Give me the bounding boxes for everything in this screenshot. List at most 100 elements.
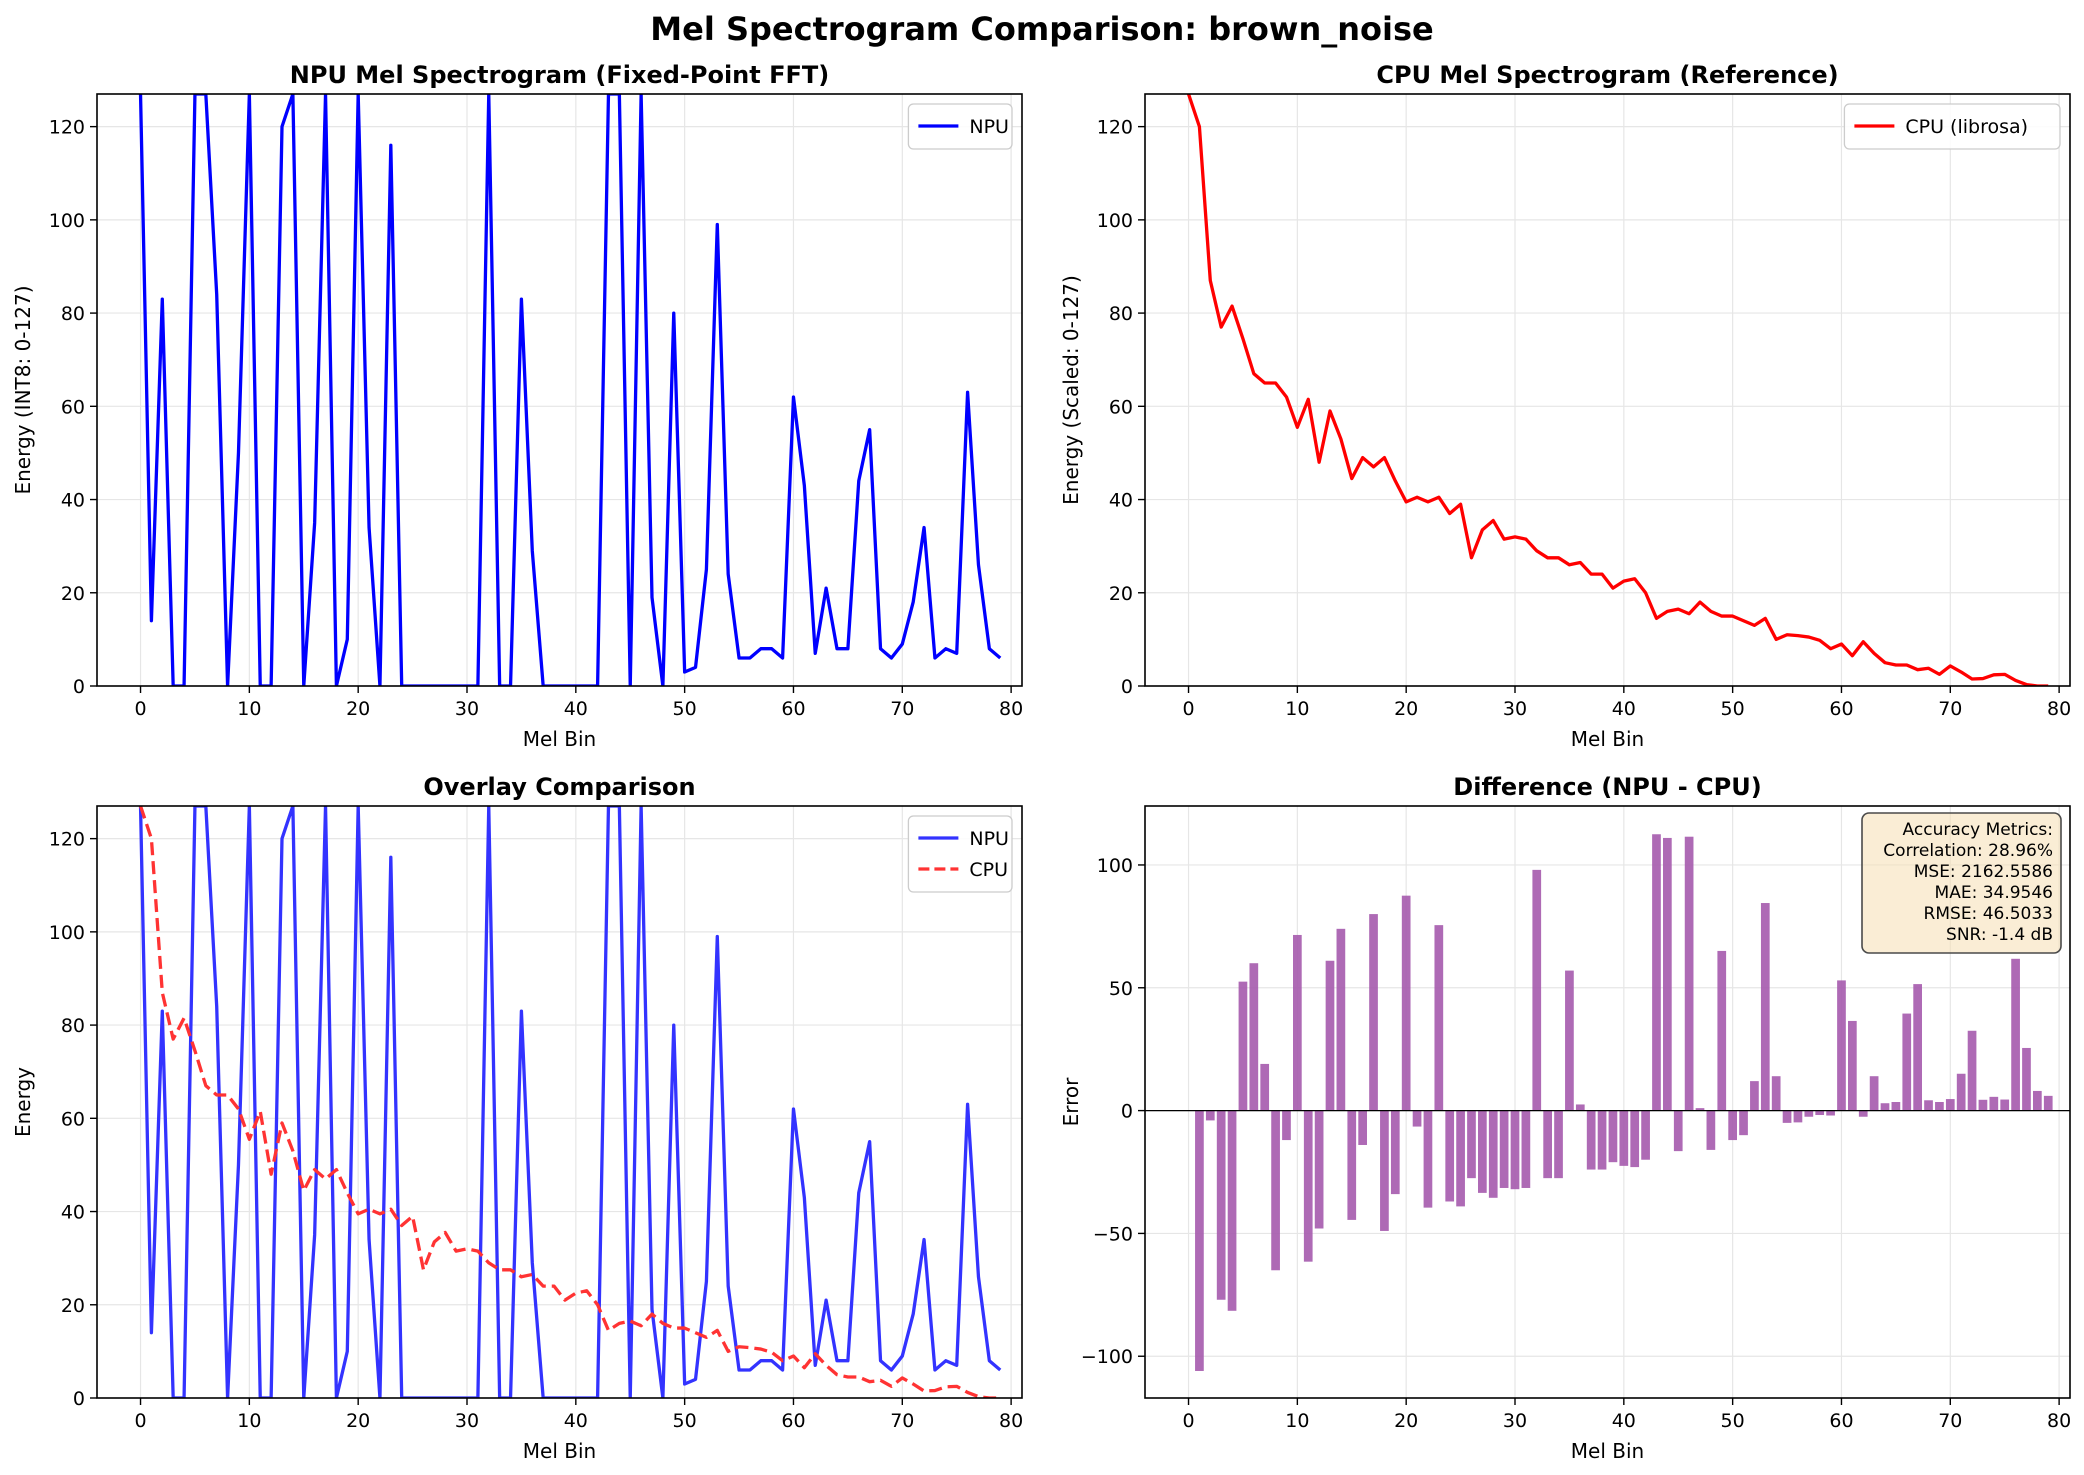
y-tick-label: 120 bbox=[49, 829, 85, 851]
legend-label: NPU bbox=[969, 116, 1009, 138]
metric-line: Accuracy Metrics: bbox=[1903, 820, 2053, 840]
metric-line: SNR: -1.4 dB bbox=[1946, 925, 2053, 945]
diff-bar bbox=[1663, 837, 1672, 1111]
diff-bar bbox=[1815, 1110, 1825, 1116]
x-tick-label: 70 bbox=[1938, 1410, 1962, 1432]
diff-bar bbox=[1673, 1110, 1683, 1152]
y-tick-label: 0 bbox=[73, 676, 85, 698]
diff-bar bbox=[1488, 1110, 1498, 1198]
diff-bar bbox=[1282, 1110, 1291, 1141]
plot-area bbox=[1145, 834, 2070, 1371]
diff-bar bbox=[1478, 1110, 1487, 1193]
diff-bar bbox=[1456, 1110, 1465, 1207]
diff-bar bbox=[1554, 1110, 1563, 1179]
diff-bar bbox=[1238, 981, 1248, 1111]
metric-line: Correlation: 28.96% bbox=[1883, 841, 2053, 861]
x-tick-label: 10 bbox=[237, 1410, 261, 1432]
diff-bar bbox=[1837, 980, 1846, 1111]
y-tick-label: 40 bbox=[61, 1202, 85, 1224]
legend: NPU CPU bbox=[907, 815, 1013, 893]
diff-bar bbox=[1412, 1110, 1422, 1127]
legend: CPU (librosa) bbox=[1843, 103, 2061, 150]
diff-bar bbox=[1706, 1110, 1716, 1150]
legend-label: CPU (librosa) bbox=[1905, 116, 2028, 138]
diff-bar bbox=[1880, 1103, 1890, 1111]
diff-bar bbox=[1597, 1110, 1607, 1170]
y-tick-label: 40 bbox=[61, 490, 85, 512]
legend-box bbox=[907, 815, 1013, 893]
diff-bar bbox=[1521, 1110, 1531, 1188]
diff-bar bbox=[1956, 1073, 1966, 1111]
y-tick-label: 120 bbox=[49, 117, 85, 139]
x-tick-label: 30 bbox=[455, 1410, 479, 1432]
y-tick-label: 80 bbox=[61, 303, 85, 325]
x-tick-label: 60 bbox=[1829, 1410, 1853, 1432]
diff-bar bbox=[1195, 1110, 1204, 1371]
legend-label: NPU bbox=[969, 828, 1009, 850]
x-tick-label: 10 bbox=[1285, 698, 1309, 720]
legend-box bbox=[1843, 103, 2061, 150]
diff-bar bbox=[1793, 1110, 1803, 1123]
diff-bar bbox=[1532, 869, 1542, 1111]
x-tick-label: 60 bbox=[781, 1410, 805, 1432]
series-line-npu bbox=[138, 94, 1002, 686]
panel-title: NPU Mel Spectrogram (Fixed-Point FFT) bbox=[290, 61, 829, 89]
y-tick-label: 100 bbox=[49, 922, 85, 944]
y-tick-label: 60 bbox=[61, 1108, 85, 1130]
y-axis-label: Error bbox=[1059, 1077, 1083, 1127]
diff-bar bbox=[2043, 1095, 2053, 1111]
y-axis-label: Energy (INT8: 0-127) bbox=[11, 286, 35, 495]
metric-line: MSE: 2162.5586 bbox=[1914, 862, 2053, 882]
diff-bar bbox=[1565, 970, 1574, 1111]
x-tick-label: 70 bbox=[1938, 698, 1962, 720]
y-tick-label: 60 bbox=[61, 396, 85, 418]
diff-bar bbox=[1750, 1081, 1759, 1111]
x-tick-label: 80 bbox=[999, 1410, 1023, 1432]
figure-suptitle: Mel Spectrogram Comparison: brown_noise bbox=[650, 10, 1433, 48]
x-axis-label: Mel Bin bbox=[1571, 1439, 1644, 1463]
x-tick-label: 0 bbox=[1182, 698, 1194, 720]
y-tick-label: 20 bbox=[61, 583, 85, 605]
diff-bar bbox=[1869, 1076, 1879, 1111]
y-tick-label: 0 bbox=[1121, 676, 1133, 698]
y-tick-label: 80 bbox=[61, 1015, 85, 1037]
diff-bar bbox=[1380, 1110, 1389, 1231]
x-tick-label: 20 bbox=[1394, 1410, 1418, 1432]
diff-bar bbox=[1390, 1110, 1400, 1195]
diff-bar bbox=[1260, 1063, 1270, 1111]
diff-bar bbox=[1782, 1110, 1792, 1123]
panel-title: Difference (NPU - CPU) bbox=[1453, 773, 1761, 801]
diff-bar bbox=[1423, 1110, 1433, 1208]
x-tick-label: 0 bbox=[1182, 1410, 1194, 1432]
x-tick-label: 30 bbox=[455, 698, 479, 720]
legend: NPU bbox=[907, 103, 1013, 150]
y-tick-label: 0 bbox=[73, 1388, 85, 1410]
npu-spectrogram-panel: 0 10 20 30 40 50 60 70 80 0 20 40 60 80 100 120 NPU Mel … bbox=[11, 61, 1023, 751]
x-tick-label: 50 bbox=[1721, 1410, 1745, 1432]
diff-bar bbox=[1989, 1096, 1999, 1111]
diff-bar bbox=[1227, 1110, 1237, 1311]
diff-bar bbox=[2033, 1090, 2042, 1111]
diff-bar bbox=[1771, 1076, 1781, 1111]
x-tick-label: 80 bbox=[999, 698, 1023, 720]
x-tick-label: 50 bbox=[673, 1410, 697, 1432]
diff-bar bbox=[1804, 1110, 1814, 1117]
metric-line: MAE: 34.9546 bbox=[1935, 883, 2053, 903]
x-tick-label: 60 bbox=[1829, 698, 1853, 720]
diff-bar bbox=[1336, 928, 1346, 1111]
y-tick-label: 80 bbox=[1109, 303, 1133, 325]
y-tick-label: 20 bbox=[1109, 583, 1133, 605]
diff-bar bbox=[1586, 1110, 1596, 1170]
axes-frame bbox=[1144, 93, 2071, 687]
x-tick-label: 50 bbox=[1721, 698, 1745, 720]
diff-bar bbox=[1935, 1102, 1944, 1111]
diff-bar bbox=[1848, 1020, 1857, 1111]
x-tick-label: 20 bbox=[1394, 698, 1418, 720]
x-tick-label: 70 bbox=[890, 1410, 914, 1432]
series-line-cpu bbox=[138, 806, 1001, 1398]
diff-bar bbox=[1358, 1110, 1367, 1145]
diff-bar bbox=[1619, 1110, 1629, 1166]
diff-bar bbox=[1826, 1110, 1835, 1116]
cpu-spectrogram-panel: 0 10 20 30 40 50 60 70 80 0 20 40 60 80 100 120 CPU Mel … bbox=[1059, 61, 2071, 751]
